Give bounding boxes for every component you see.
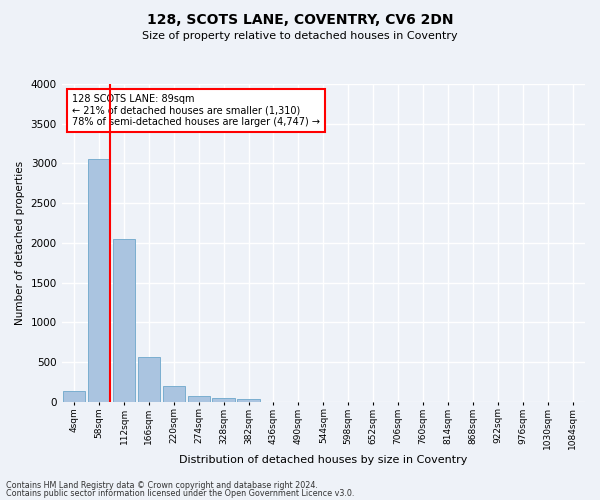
Y-axis label: Number of detached properties: Number of detached properties (15, 161, 25, 325)
Bar (137, 358, 160, 402)
Text: Contains HM Land Registry data © Crown copyright and database right 2024.: Contains HM Land Registry data © Crown c… (6, 480, 318, 490)
X-axis label: Distribution of detached houses by size in Coventry: Distribution of detached houses by size … (179, 455, 467, 465)
Bar (212, 398, 235, 402)
Bar (88, 158, 110, 402)
Bar (188, 396, 210, 402)
Bar (63, 392, 85, 402)
Bar (113, 239, 135, 402)
Text: 128, SCOTS LANE, COVENTRY, CV6 2DN: 128, SCOTS LANE, COVENTRY, CV6 2DN (147, 12, 453, 26)
Text: Contains public sector information licensed under the Open Government Licence v3: Contains public sector information licen… (6, 489, 355, 498)
Text: 128 SCOTS LANE: 89sqm
← 21% of detached houses are smaller (1,310)
78% of semi-d: 128 SCOTS LANE: 89sqm ← 21% of detached … (72, 94, 320, 126)
Text: Size of property relative to detached houses in Coventry: Size of property relative to detached ho… (142, 31, 458, 41)
Bar (238, 399, 260, 402)
Bar (163, 386, 185, 402)
